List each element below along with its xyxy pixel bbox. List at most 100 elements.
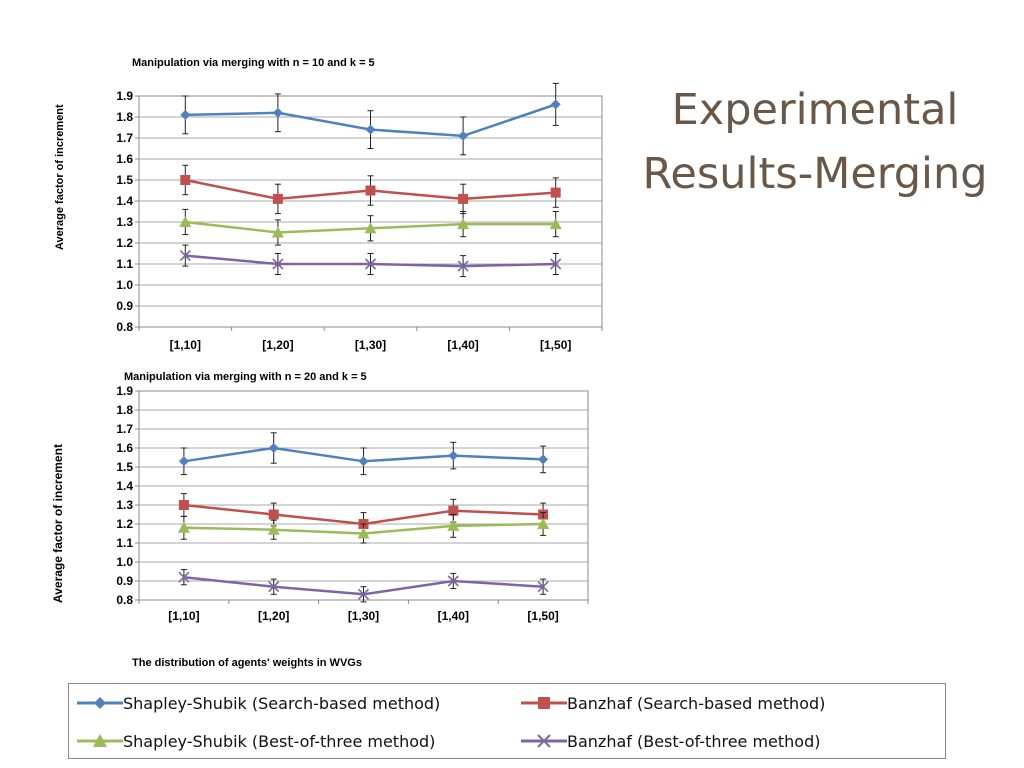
data-point [364,222,377,234]
legend-label: Shapley-Shubik (Best-of-three method) [123,731,436,751]
legend-label: Banzhaf (Best-of-three method) [567,731,821,751]
data-point [357,588,370,600]
data-point [267,523,280,535]
y-tick-label: 1.8 [116,403,133,417]
data-point [550,258,562,270]
data-point [458,130,469,141]
data-point [180,175,191,185]
data-point [268,509,279,520]
y-tick-label: 1.9 [116,89,133,103]
y-tick-label: 1.7 [116,131,133,145]
data-point [180,109,191,120]
y-tick-label: 1.0 [116,278,133,292]
slide-title: Experimental Results-Merging [620,78,1010,206]
y-tick-label: 1.3 [116,215,133,229]
data-point [448,450,459,461]
legend-marker-triangle [77,734,123,747]
y-tick-label: 0.9 [116,574,133,588]
data-point [457,218,470,230]
y-tick-label: 1.4 [116,194,133,208]
legend-label: Shapley-Shubik (Search-based method) [123,693,441,713]
data-point [537,581,549,593]
legend-marker-x [521,734,567,748]
series-diamond [180,82,561,156]
legend-label: Banzhaf (Search-based method) [567,693,826,713]
data-point [272,107,283,118]
data-point [178,500,189,510]
plot-area [138,390,589,601]
y-tick-label: 1.9 [116,384,133,398]
data-point [365,185,376,196]
y-tick-label: 1.2 [116,236,133,250]
data-point [179,216,192,227]
y-tick-label: 1.4 [116,479,133,493]
y-tick-label: 1.2 [116,517,133,531]
data-point [447,575,459,587]
legend-marker-diamond [77,697,123,709]
slide-title-line2: Results-Merging [642,149,988,199]
y-tick-label: 1.6 [116,152,133,166]
legend-item-shapley-best: Shapley-Shubik (Best-of-three method) [77,728,435,754]
data-point [364,258,377,270]
data-point [268,443,279,453]
data-point [549,218,562,230]
data-point [272,193,283,204]
y-tick-label: 1.5 [116,173,133,187]
y-tick-label: 0.8 [116,593,133,607]
data-point [272,258,284,270]
data-point [177,521,190,533]
legend: Shapley-Shubik (Search-based method) Ban… [68,683,946,759]
data-point [179,250,191,262]
legend-item-banzhaf-best: Banzhaf (Best-of-three method) [521,728,821,754]
legend-marker-square [521,697,567,709]
data-point [537,518,550,529]
legend-item-banzhaf-search: Banzhaf (Search-based method) [521,690,825,716]
x-tick-label: [1,40] [447,338,478,352]
series-x [179,244,562,278]
y-tick-label: 1.3 [116,498,133,512]
data-point [268,581,280,593]
distribution-caption: The distribution of agents' weights in W… [132,657,362,669]
data-point [457,260,469,272]
data-point [448,505,459,516]
slide-title-line1: Experimental [671,85,959,135]
series-triangle [177,512,550,544]
x-tick-label: [1,50] [527,609,558,623]
series-triangle [179,208,562,246]
series-diamond [178,432,549,476]
x-tick-label: [1,30] [355,338,386,352]
y-tick-label: 1.7 [116,422,133,436]
x-tick-label: [1,30] [348,609,379,623]
x-tick-label: [1,40] [438,609,469,623]
y-tick-label: 1.5 [116,460,133,474]
series-x [178,569,549,603]
data-point [271,226,284,238]
series-square [180,164,561,215]
x-tick-label: [1,10] [168,609,199,623]
chart1-title: Manipulation via merging with n = 10 and… [132,57,375,69]
y-tick-label: 1.0 [116,555,133,569]
x-tick-label: [1,10] [170,338,201,352]
data-point [178,571,190,583]
data-point [357,527,370,539]
x-tick-label: [1,20] [262,338,293,352]
data-point [538,454,549,465]
y-tick-label: 1.1 [116,257,133,271]
chart2-title: Manipulation via merging with n = 20 and… [124,371,367,383]
y-tick-label: 1.6 [116,441,133,455]
y-tick-label: 0.9 [116,299,133,313]
x-tick-label: [1,50] [540,338,571,352]
y-tick-label: 1.8 [116,110,133,124]
data-point [358,456,369,467]
data-point [447,519,460,531]
y-tick-label: 1.1 [116,536,133,550]
data-point [550,187,561,198]
data-point [178,456,189,467]
x-tick-label: [1,20] [258,609,289,623]
y-tick-label: 0.8 [116,320,133,334]
data-point [458,193,469,204]
legend-item-shapley-search: Shapley-Shubik (Search-based method) [77,690,440,716]
data-point [550,99,561,110]
